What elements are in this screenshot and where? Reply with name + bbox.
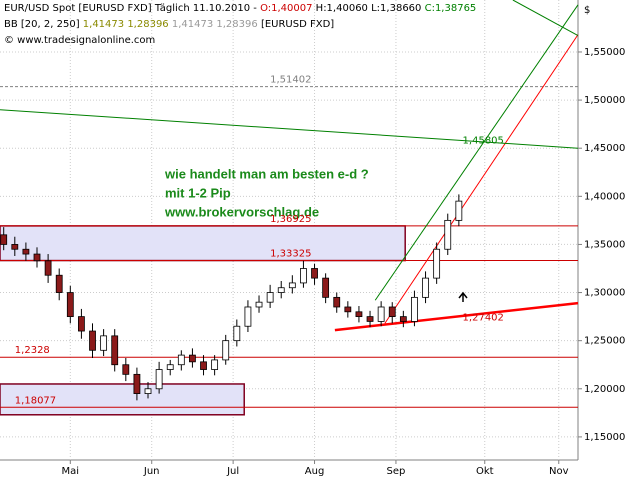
- period: Täglich 11.10.2010 -: [154, 3, 257, 14]
- low: L:1,38660: [371, 3, 421, 14]
- candle-body: [255, 301, 263, 308]
- annotation: wie handelt man am besten e-d ?: [164, 166, 369, 181]
- y-tick-label: 1,25000: [584, 336, 625, 347]
- candle-body: [0, 234, 8, 245]
- y-tick-label: 1,35000: [584, 239, 625, 250]
- trendline: [374, 4, 579, 301]
- candle-body: [355, 311, 363, 318]
- x-tick-label: Aug: [305, 466, 325, 477]
- y-tick-label: 1,50000: [584, 95, 625, 106]
- level-label: 1,18077: [15, 395, 56, 406]
- bb-values: 1,41473 1,28396: [172, 19, 258, 30]
- candle-body: [22, 248, 30, 255]
- plot: [0, 0, 579, 460]
- candle-body: [155, 369, 163, 390]
- candle-body: [222, 340, 230, 361]
- candle-body: [433, 248, 441, 279]
- candle-body: [211, 359, 219, 370]
- header-line-2: BB [20, 2, 250] 1,41473 1,28396 1,41473 …: [4, 19, 334, 30]
- close: C:1,38765: [425, 3, 477, 14]
- trend-label: 1,27402: [463, 313, 504, 324]
- candle-body: [322, 277, 330, 298]
- x-tick-label: Sep: [387, 466, 406, 477]
- candle-body: [200, 361, 207, 370]
- candle-body: [399, 316, 407, 322]
- candle-body: [422, 277, 429, 298]
- candle-body: [55, 274, 63, 293]
- x-tick-label: Okt: [476, 466, 494, 477]
- trendline: [0, 109, 579, 149]
- annotation: www.brokervorschlag.de: [164, 204, 319, 219]
- y-tick-label: 1,55000: [584, 47, 625, 58]
- y-tick-label: 1,30000: [584, 288, 625, 299]
- candle-body: [300, 268, 307, 284]
- copyright: © www.tradesignalonline.com: [4, 35, 155, 46]
- candle-body: [33, 253, 41, 262]
- candle-body: [366, 316, 374, 322]
- trendline: [512, 0, 579, 37]
- y-tick-label: 1,20000: [584, 384, 625, 395]
- candle-body: [78, 316, 85, 332]
- currency: $: [584, 5, 590, 16]
- level-label: 1,33325: [270, 249, 311, 260]
- open: O:1,40007: [260, 3, 312, 14]
- candle-body: [122, 364, 130, 375]
- candle-body: [277, 287, 285, 293]
- trend-label: 1,45805: [463, 135, 504, 146]
- high: H:1,40060: [316, 3, 368, 14]
- candle-body: [266, 292, 274, 303]
- candle-body: [411, 296, 418, 322]
- candle-body: [189, 354, 196, 363]
- candle-body: [100, 335, 108, 351]
- y-tick-label: 1,40000: [584, 191, 625, 202]
- candle-body: [455, 200, 463, 221]
- candle-body: [66, 292, 74, 318]
- candle-body: [233, 325, 241, 342]
- header-line-1: EUR/USD Spot [EURUSD FXD] Täglich 11.10.…: [4, 3, 476, 14]
- candle-body: [177, 354, 185, 366]
- candle-body: [344, 306, 352, 313]
- candle-body: [133, 373, 141, 394]
- bb-symbol: [EURUSD FXD]: [261, 19, 334, 30]
- trendline: [334, 301, 579, 332]
- candle-body: [377, 306, 385, 322]
- x-tick-label: Jun: [143, 466, 160, 477]
- bb-values: 1,41473 1,28396: [83, 19, 169, 30]
- candle-body: [166, 364, 174, 370]
- y-tick-label: 1,45000: [584, 143, 625, 154]
- arrow: [458, 291, 468, 302]
- candle-body: [288, 282, 296, 289]
- trendline: [384, 34, 579, 324]
- candle-body: [111, 335, 119, 366]
- candle-body: [11, 244, 19, 250]
- candle-body: [311, 268, 318, 279]
- level-label: 1,51402: [270, 75, 311, 86]
- zone: [0, 383, 245, 416]
- x-tick-label: Mai: [62, 466, 80, 477]
- candle-body: [44, 260, 52, 276]
- candle-body: [388, 306, 396, 318]
- annotation: mit 1-2 Pip: [165, 185, 231, 200]
- level-label: 1,2328: [15, 345, 50, 356]
- y-tick-label: 1,15000: [584, 432, 625, 443]
- candle-body: [89, 330, 96, 351]
- candle-body: [144, 388, 152, 394]
- zone: [0, 225, 406, 262]
- candle-body: [333, 296, 341, 308]
- indicator: BB [20, 2, 250]: [4, 19, 80, 30]
- symbol: EUR/USD Spot [EURUSD FXD]: [4, 3, 152, 14]
- candle-body: [444, 219, 452, 250]
- x-tick-label: Nov: [549, 466, 569, 477]
- candle-body: [244, 306, 252, 327]
- x-tick-label: Jul: [226, 466, 239, 477]
- level-label: 1,36925: [270, 214, 311, 225]
